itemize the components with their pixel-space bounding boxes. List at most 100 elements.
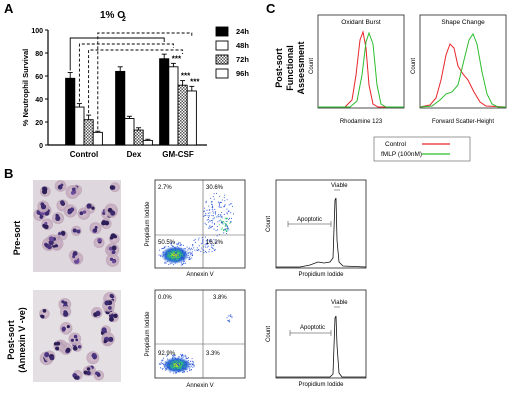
flow-event-dot	[164, 369, 166, 371]
flow-event-dot	[182, 367, 184, 370]
cell	[68, 332, 82, 346]
flow-event-dot	[175, 371, 178, 373]
flow-event-dot	[177, 364, 179, 366]
flow-event-dot	[205, 213, 207, 215]
flow-event-dot	[165, 367, 167, 370]
flow-event-dot	[189, 249, 191, 251]
flow-event-dot	[172, 250, 174, 252]
flow-event-dot	[180, 362, 182, 365]
x-category-label: Control	[70, 150, 98, 159]
flow-event-dot	[221, 227, 223, 229]
flow-event-dot	[178, 253, 180, 256]
flow-event-dot	[184, 368, 186, 370]
flow-event-dot	[165, 246, 167, 248]
flow-event-dot	[191, 248, 193, 250]
flow-event-dot	[188, 365, 190, 367]
flow-event-dot	[185, 254, 187, 256]
flow-event-dot	[180, 353, 182, 355]
flow-event-dot	[193, 362, 195, 364]
flow-event-dot	[183, 371, 185, 373]
flow-event-dot	[202, 241, 204, 243]
flow-event-dot	[211, 214, 213, 217]
panel-c-label-3: Assessment	[296, 41, 306, 94]
flow-event-dot	[224, 229, 226, 231]
cell-nucleus	[104, 300, 110, 306]
flow-event-dot	[185, 251, 187, 253]
flow-event-dot	[172, 369, 175, 371]
cell-nucleus	[103, 339, 107, 344]
flow-event-dot	[196, 247, 198, 249]
flow-event-dot	[169, 258, 172, 261]
flow-event-dot	[182, 264, 184, 266]
flow-event-dot	[192, 361, 194, 363]
flow-event-dot	[183, 260, 185, 262]
flow-event-dot	[182, 369, 184, 371]
row-label-presort: Pre-sort	[12, 221, 22, 256]
flow-event-dot	[188, 248, 190, 250]
flow-event-dot	[198, 237, 200, 239]
panel-c-label-2: Functional	[285, 45, 295, 91]
flow-event-dot	[161, 368, 164, 370]
flow-event-dot	[177, 358, 179, 360]
flow-event-dot	[173, 368, 175, 370]
y-tick-label: 40	[35, 97, 43, 104]
flow-event-dot	[223, 222, 225, 224]
plot1-title: Oxidant Burst	[341, 19, 381, 26]
flow-event-dot	[181, 243, 183, 245]
cell-nucleus	[102, 211, 106, 215]
legend-label: 72h	[236, 55, 249, 64]
flow-event-dot	[174, 246, 176, 248]
flow-ylabel-post: Propidium Iodide	[145, 311, 151, 357]
flow-event-dot	[215, 216, 217, 218]
flow-event-dot	[224, 204, 226, 206]
cell-nucleus	[72, 346, 78, 351]
flow-event-dot	[173, 256, 175, 258]
cell-nucleus	[111, 245, 117, 251]
legend-swatch	[215, 54, 229, 65]
flow-event-dot	[168, 359, 170, 361]
flow-event-dot	[185, 355, 187, 357]
legend-swatch	[215, 40, 229, 51]
flow-event-dot	[204, 236, 206, 238]
flow-event-dot	[225, 230, 227, 233]
flow-event-dot	[165, 362, 168, 364]
flow-event-dot	[207, 212, 209, 214]
pi-histogram-presort: Apoptotic Viable Propidium Iodide Count	[266, 179, 367, 278]
cell-nucleus	[67, 210, 72, 215]
flow-event-dot	[177, 369, 179, 371]
flow-event-dot	[177, 361, 179, 363]
flow-event-dot	[160, 367, 162, 369]
flow-event-dot	[173, 355, 175, 357]
cell-nucleus	[83, 370, 88, 375]
flow-event-dot	[189, 252, 192, 254]
flow-event-dot	[161, 363, 164, 365]
flow-event-dot	[207, 215, 209, 217]
flow-event-dot	[218, 233, 221, 236]
flow-event-dot	[208, 221, 210, 223]
bar	[124, 118, 135, 146]
flow-event-dot	[202, 248, 204, 251]
flow-event-dot	[169, 257, 172, 259]
flow-event-dot	[179, 245, 181, 247]
flow-event-dot	[202, 239, 204, 241]
comparison-bracket	[88, 49, 184, 114]
flow-event-dot	[168, 365, 170, 367]
flow-event-dot	[171, 244, 173, 246]
flow-event-dot	[159, 255, 162, 257]
flow-event-dot	[220, 228, 222, 230]
flow-event-dot	[182, 365, 184, 367]
y-tick-label: 0	[39, 143, 43, 150]
bar	[133, 129, 144, 146]
flow-event-dot	[161, 256, 163, 258]
flow-event-dot	[178, 257, 180, 260]
cell-nucleus	[48, 236, 54, 242]
cell-nucleus	[86, 370, 91, 376]
flow-event-dot	[172, 256, 174, 258]
flow-event-dot	[171, 365, 173, 367]
flow-event-dot	[224, 217, 226, 219]
flow-event-dot	[191, 255, 193, 257]
y-tick-label: 80	[35, 51, 43, 58]
flow-event-dot	[159, 363, 161, 366]
bar	[177, 84, 188, 146]
significance-marker: ***	[190, 77, 200, 86]
